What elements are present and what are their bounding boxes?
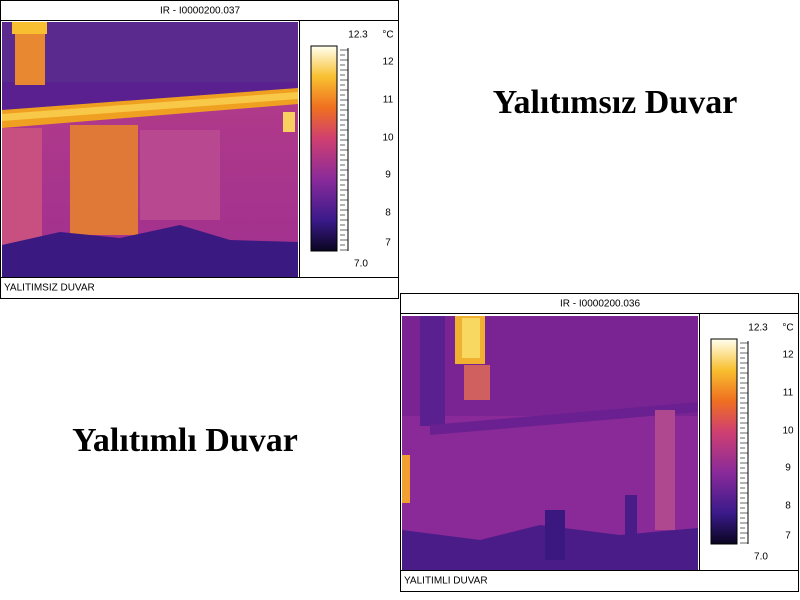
panel-frame — [0, 0, 399, 299]
scale-max: 12.3 — [748, 323, 768, 334]
thermal-image — [402, 316, 698, 570]
scale-unit: °C — [382, 30, 393, 41]
scale-tick-label: 11 — [783, 388, 794, 399]
scale-min: 7.0 — [754, 552, 768, 563]
scale-tick-label: 10 — [382, 133, 394, 144]
scale-tick-label: 8 — [785, 501, 791, 512]
scale-tick-label: 7 — [385, 238, 391, 249]
panel-footer: YALITIMLI DUVAR — [404, 576, 488, 587]
slide-title: Yalıtımlı Duvar — [72, 422, 298, 459]
scale-unit: °C — [782, 323, 793, 334]
scale-tick-label: 9 — [785, 463, 791, 474]
panel-header: IR - I0000200.037 — [160, 6, 240, 17]
color-scale — [710, 338, 738, 545]
scale-tick-label: 7 — [785, 531, 791, 542]
thermal-image — [2, 22, 298, 277]
slide-title: Yalıtımsız Duvar — [493, 84, 738, 121]
scale-tick-label: 12 — [782, 350, 794, 361]
scale-tick-label: 12 — [382, 57, 394, 68]
panel-frame — [400, 293, 799, 592]
panel-footer: YALITIMSIZ DUVAR — [4, 283, 95, 294]
scale-max: 12.3 — [348, 30, 368, 41]
scale-tick-label: 11 — [383, 95, 394, 106]
panel-header: IR - I0000200.036 — [560, 299, 640, 310]
scale-tick-label: 10 — [782, 426, 794, 437]
scale-tick-label: 9 — [385, 170, 391, 181]
color-scale — [310, 45, 338, 252]
scale-min: 7.0 — [354, 259, 368, 270]
scale-tick-label: 8 — [385, 208, 391, 219]
